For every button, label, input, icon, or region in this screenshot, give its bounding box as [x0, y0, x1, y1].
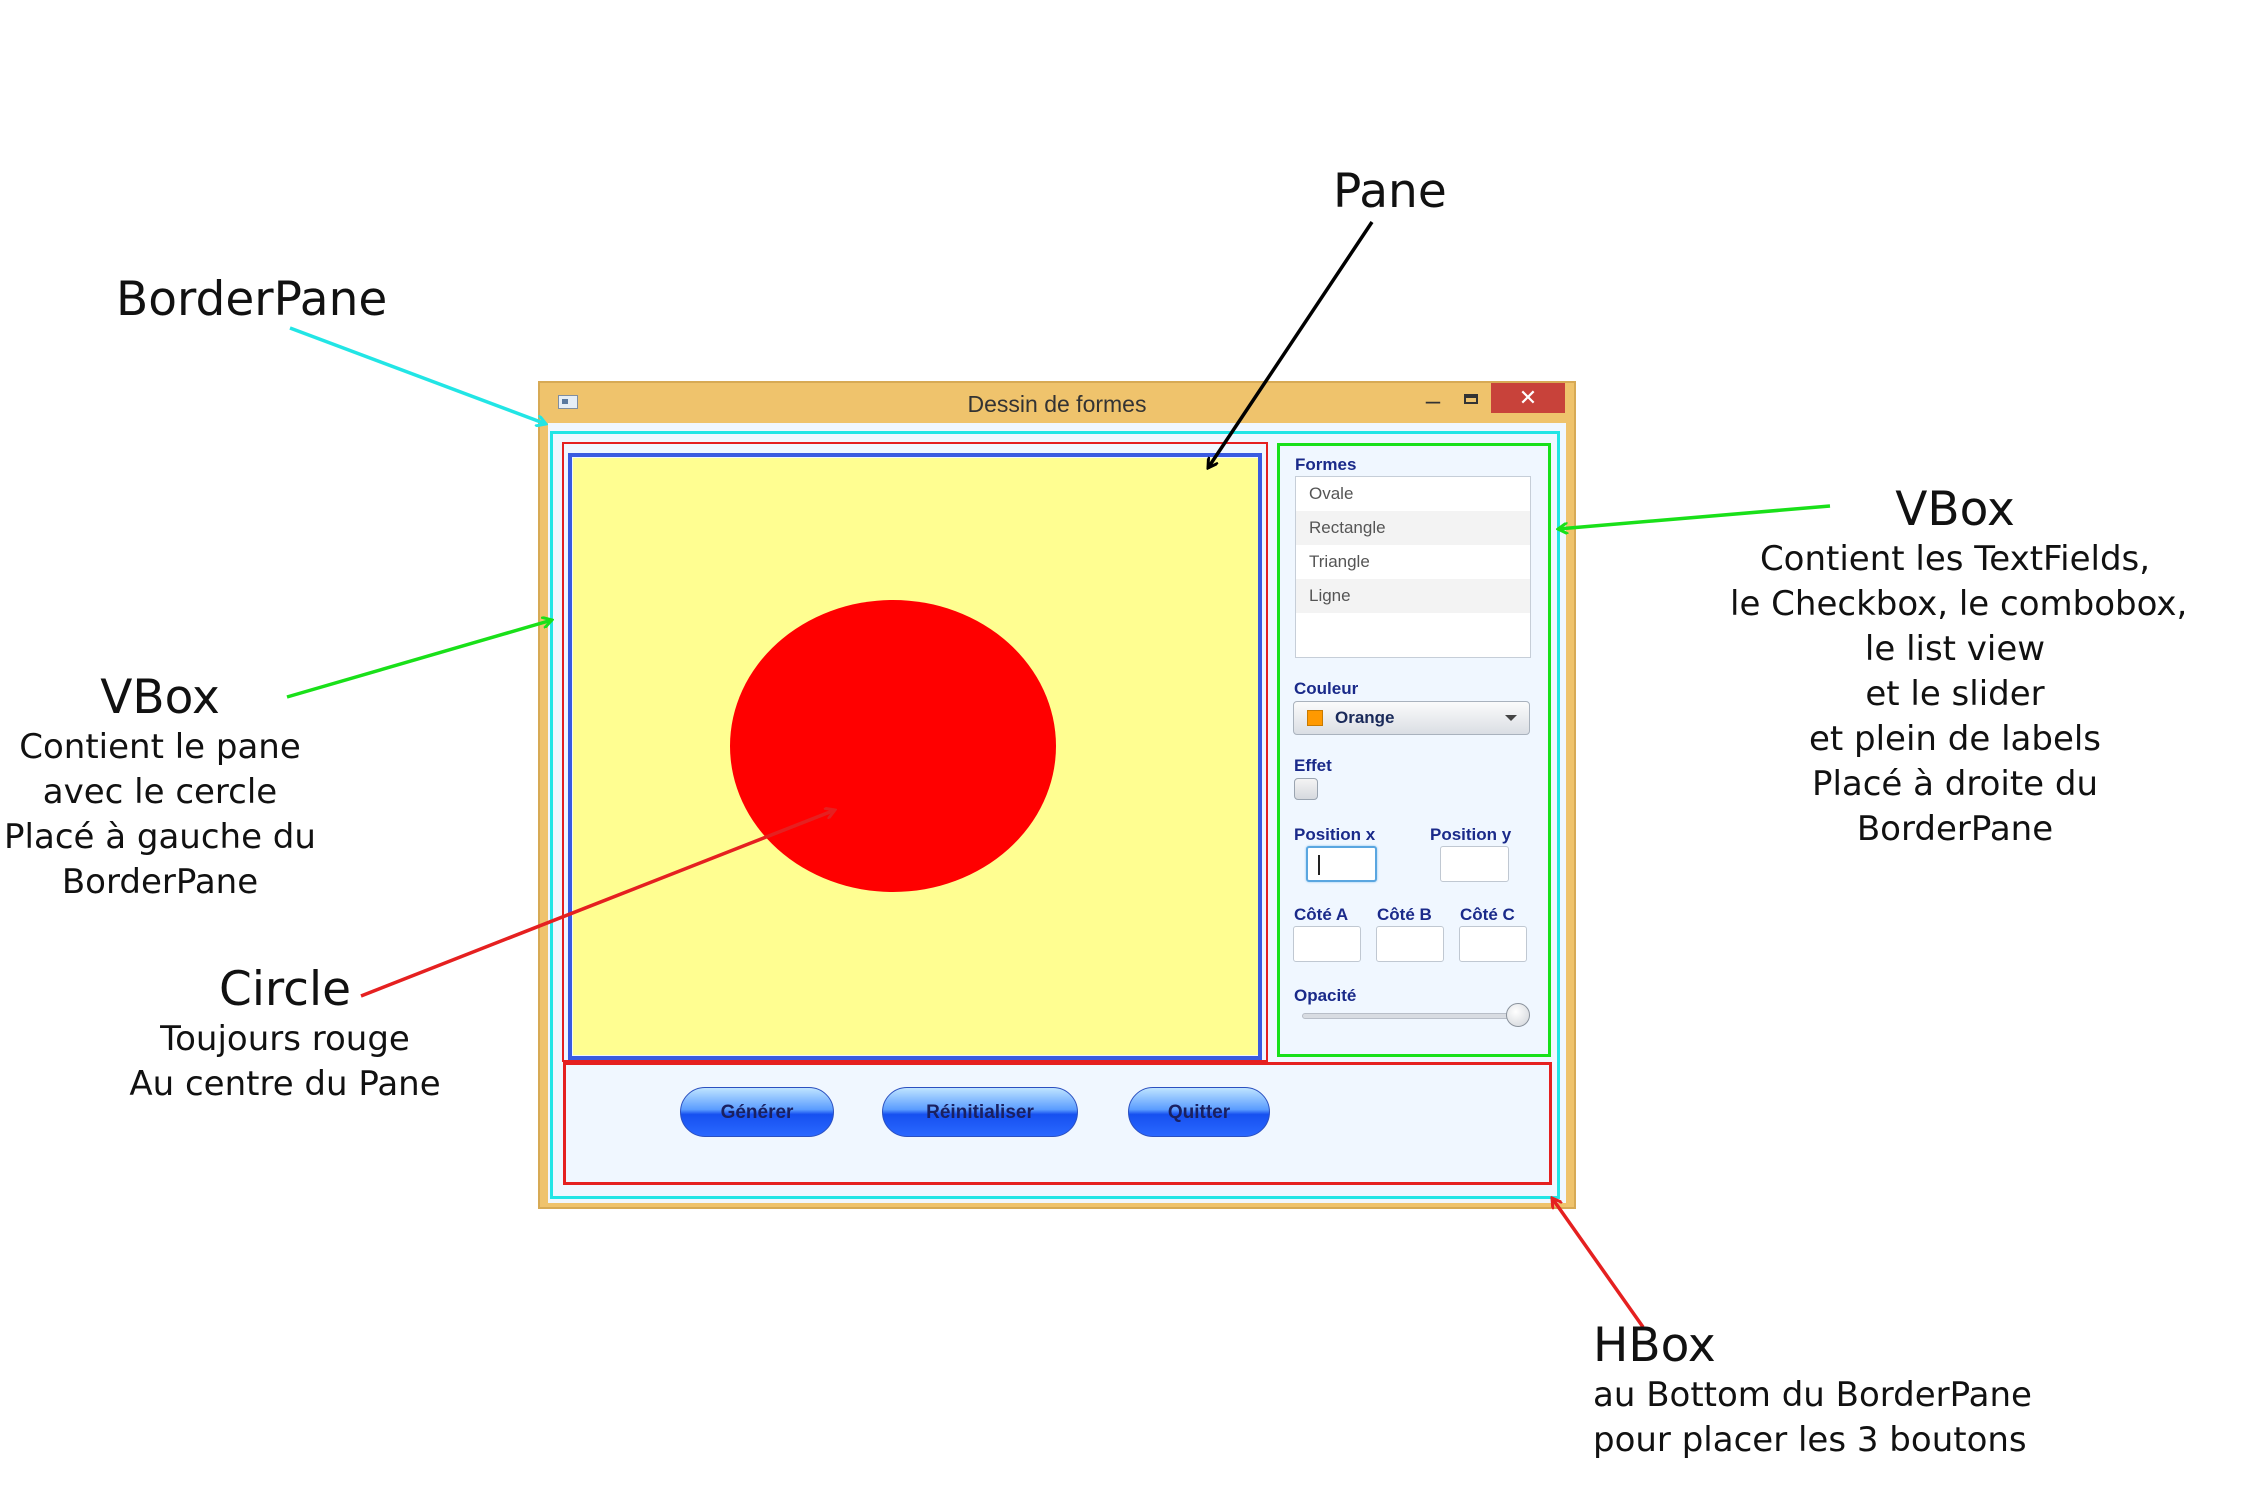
side-c-label: Côté C	[1460, 905, 1515, 924]
chevron-down-icon	[1505, 715, 1517, 721]
title-bar[interactable]: Dessin de formes – ✕	[540, 383, 1574, 423]
pane-arrow	[1208, 221, 1374, 468]
effect-label: Effet	[1294, 756, 1332, 775]
shapes-label: Formes	[1295, 455, 1357, 474]
left-vbox-annotation-title: VBox	[100, 670, 220, 725]
annotation-line: et plein de labels	[1808, 719, 2102, 759]
annotation-line: BorderPane	[1856, 809, 2054, 849]
annotation-line: Contient le pane	[19, 727, 301, 767]
hbox-arrow	[1552, 1198, 1645, 1329]
maximize-button[interactable]	[1453, 385, 1489, 419]
annotation-line: au Bottom du BorderPane	[1593, 1375, 2032, 1415]
list-item[interactable]: Triangle	[1309, 552, 1370, 571]
side-a-label: Côté A	[1294, 905, 1349, 924]
list-item[interactable]: Rectangle	[1296, 511, 1530, 545]
annotation-line: Contient les TextFields,	[1759, 539, 2151, 579]
annotation-line: avec le cercle	[42, 772, 278, 812]
side-b-label: Côté B	[1377, 905, 1432, 924]
pane-annotation-title: Pane	[1333, 164, 1447, 219]
close-button[interactable]: ✕	[1491, 383, 1565, 413]
left-vbox-annotation: VBox Contient le pane avec le cercle Pla…	[0, 670, 320, 905]
annotation-line: le list view	[1864, 629, 2046, 669]
borderpane-annotation-title: BorderPane	[116, 272, 388, 327]
quit-button[interactable]: Quitter	[1128, 1087, 1270, 1137]
annotation-line: Placé à gauche du	[4, 817, 316, 857]
list-item[interactable]: Ovale	[1309, 484, 1354, 503]
annotation-line: Toujours rouge	[160, 1019, 410, 1059]
annotation-line: le Checkbox, le combobox,	[1730, 584, 2188, 624]
color-combobox-value: Orange	[1335, 708, 1395, 727]
color-swatch	[1307, 710, 1323, 726]
window-title: Dessin de formes	[967, 391, 1147, 417]
annotation-line: et le slider	[1865, 674, 2045, 714]
annotation-line: Placé à droite du	[1811, 764, 2099, 804]
left-vbox-arrow	[286, 620, 552, 699]
position-y-field[interactable]	[1440, 846, 1509, 882]
red-circle	[730, 600, 1056, 892]
borderpane-outline	[550, 431, 1560, 1199]
circle-arrow	[360, 810, 835, 998]
generate-button[interactable]: Générer	[680, 1087, 834, 1137]
color-combobox[interactable]: Orange	[1293, 701, 1530, 735]
color-label: Couleur	[1294, 679, 1359, 698]
borderpane-arrow	[289, 326, 546, 424]
shapes-list-view[interactable]: Ovale Rectangle Triangle Ligne	[1295, 476, 1531, 658]
bottom-hbox-outline	[563, 1062, 1552, 1185]
reset-button[interactable]: Réinitialiser	[882, 1087, 1078, 1137]
circle-annotation-title: Circle	[219, 962, 351, 1017]
hbox-annotation-title: HBox	[1593, 1318, 1716, 1373]
minimize-button[interactable]: –	[1425, 385, 1441, 415]
opacity-label: Opacité	[1294, 986, 1357, 1005]
side-a-field[interactable]	[1293, 926, 1361, 962]
effect-checkbox[interactable]	[1294, 778, 1318, 800]
side-c-field[interactable]	[1459, 926, 1527, 962]
right-vbox-outline	[1277, 443, 1551, 1057]
app-window-icon	[558, 395, 578, 409]
circle-annotation: Circle Toujours rouge Au centre du Pane	[125, 962, 445, 1107]
hbox-annotation: HBox au Bottom du BorderPane pour placer…	[1593, 1318, 2032, 1463]
side-b-field[interactable]	[1376, 926, 1444, 962]
left-vbox-outline	[562, 442, 1268, 1062]
annotation-line: Au centre du Pane	[129, 1064, 441, 1104]
position-y-label: Position y	[1430, 825, 1512, 844]
position-x-label: Position x	[1294, 825, 1376, 844]
opacity-slider-thumb[interactable]	[1506, 1003, 1530, 1027]
pane-outline	[568, 453, 1262, 1060]
annotation-line: pour placer les 3 boutons	[1593, 1420, 2027, 1460]
right-vbox-annotation: VBox Contient les TextFields, le Checkbo…	[1730, 482, 2188, 852]
right-vbox-arrow	[1558, 504, 1831, 529]
annotation-line: BorderPane	[61, 862, 259, 902]
position-x-field[interactable]	[1306, 846, 1377, 882]
list-item[interactable]: Ligne	[1296, 579, 1530, 613]
right-vbox-annotation-title: VBox	[1895, 482, 2015, 537]
